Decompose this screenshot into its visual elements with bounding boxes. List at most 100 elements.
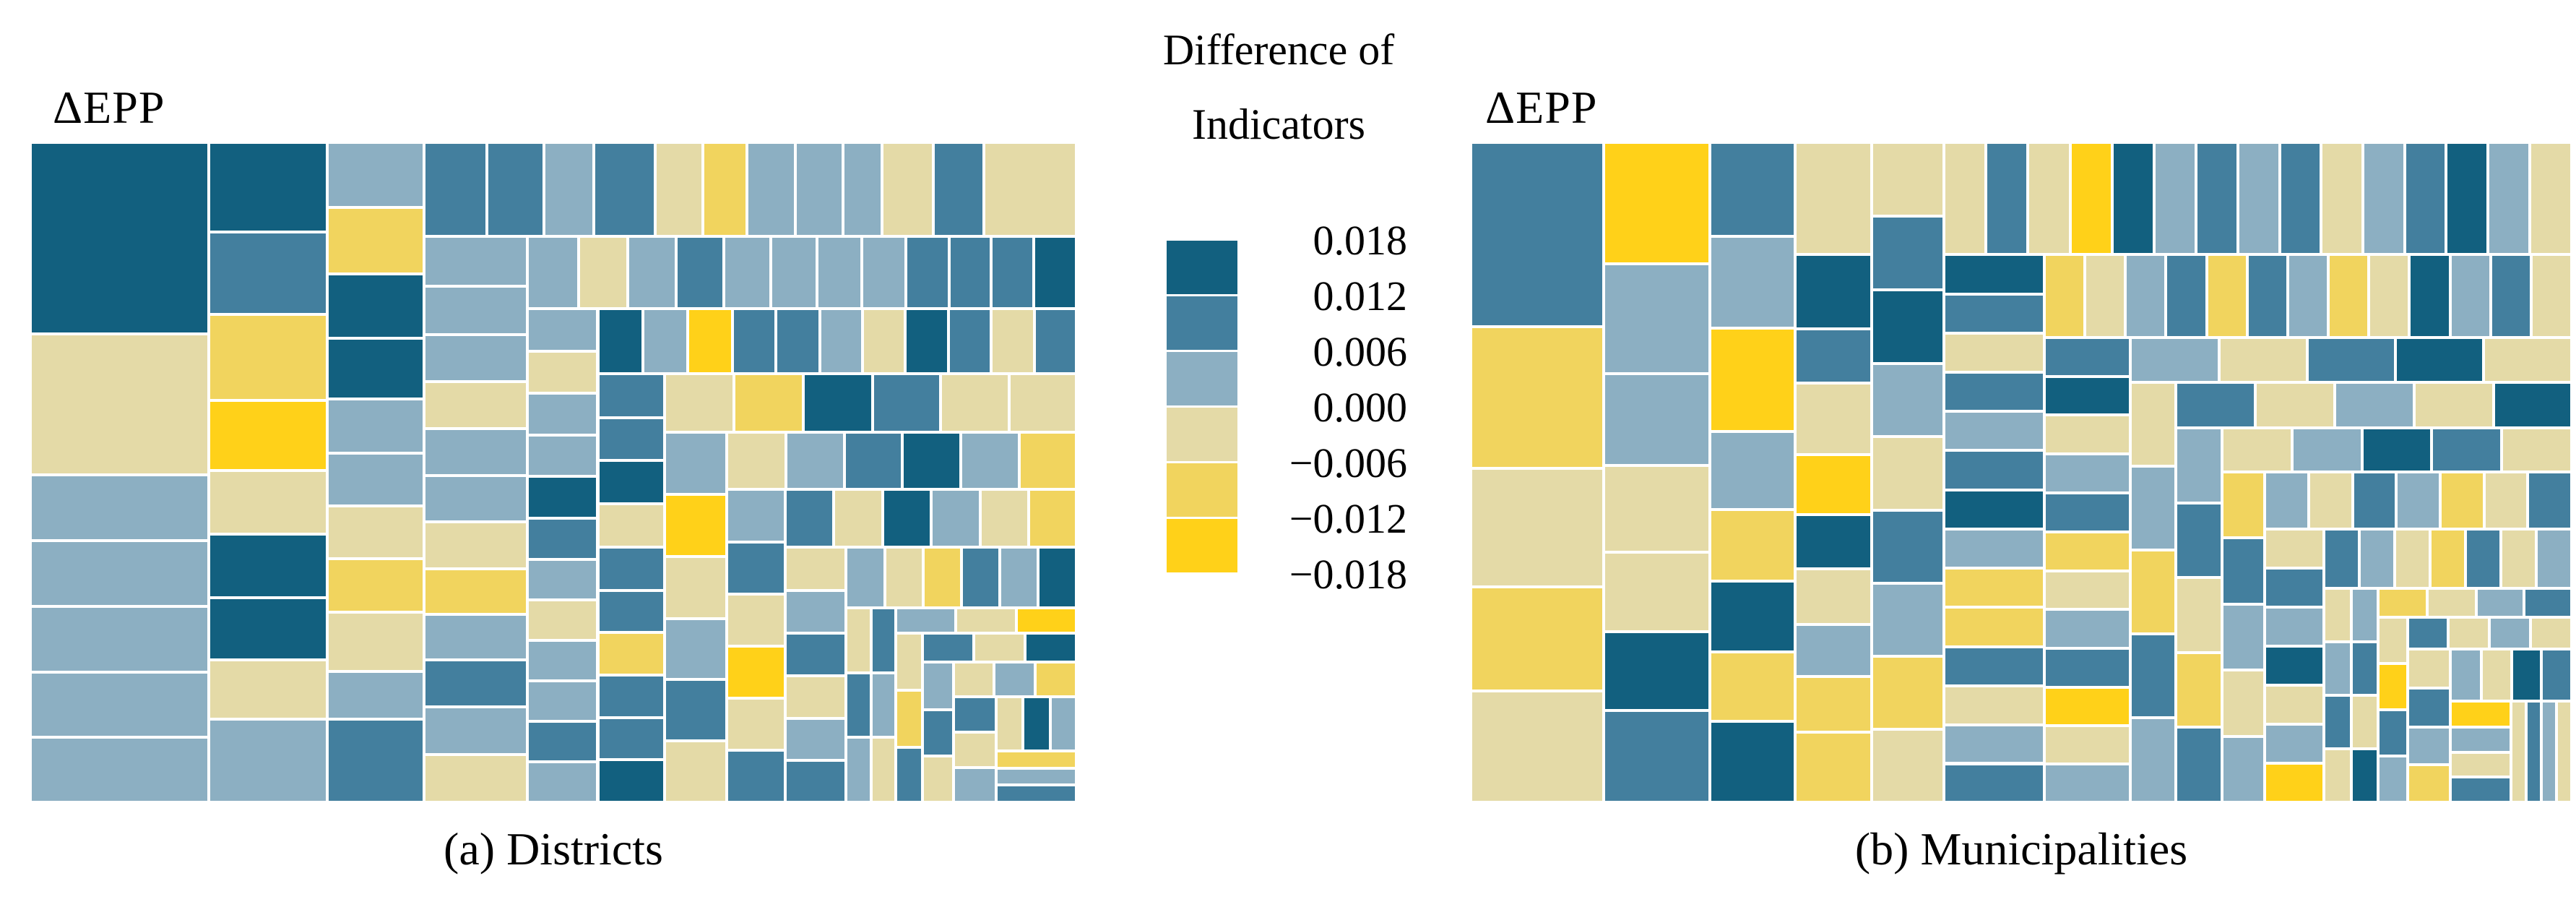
treemap-cell — [1472, 328, 1602, 468]
treemap-cell — [1872, 365, 1942, 436]
treemap-cell — [2322, 144, 2361, 254]
treemap-cell — [529, 641, 597, 679]
treemap-cell — [2529, 473, 2570, 528]
treemap-cell — [2248, 256, 2286, 336]
treemap-cell — [32, 738, 208, 801]
treemap-cell — [787, 592, 845, 632]
treemap-cell — [210, 233, 326, 314]
treemap-cell — [2309, 473, 2351, 528]
treemap-cell — [2353, 697, 2377, 748]
treemap-cell — [1604, 553, 1708, 631]
treemap-cell — [1872, 584, 1942, 655]
treemap-cell — [1945, 413, 2043, 450]
treemap-cell — [2432, 531, 2465, 588]
treemap-cell — [1017, 609, 1075, 632]
treemap-cell — [328, 613, 423, 670]
treemap-cell — [529, 722, 597, 760]
legend-tick: 0.006 — [1313, 328, 1408, 375]
treemap-cell — [1037, 663, 1075, 695]
treemap-cell — [2223, 671, 2264, 735]
treemap-cell — [727, 595, 785, 645]
legend-swatch-bin5 — [1167, 519, 1237, 572]
legend-title-line2: Indicators — [1192, 100, 1365, 149]
treemap-cell — [787, 635, 845, 674]
treemap-cell — [599, 761, 664, 801]
treemap-cell — [2132, 635, 2174, 716]
treemap-cell — [954, 697, 995, 731]
treemap-cell — [1029, 490, 1075, 546]
treemap-cell — [2543, 650, 2570, 700]
treemap-cell — [847, 739, 870, 801]
treemap-cell — [2528, 703, 2541, 801]
treemap-cell — [787, 762, 845, 801]
treemap-cell — [1024, 697, 1049, 750]
treemap-cell — [210, 661, 326, 718]
treemap-cell — [1711, 582, 1794, 651]
treemap-cell — [2408, 618, 2447, 648]
legend-tick-labels: 0.018 0.012 0.006 0.000 −0.006 −0.012 −0.018 — [1185, 0, 1407, 902]
treemap-cell — [2408, 689, 2450, 726]
treemap-cell — [804, 374, 871, 431]
treemap-cell — [1026, 635, 1075, 661]
treemap-cell — [425, 335, 527, 380]
treemap-cell — [210, 472, 326, 533]
treemap-cell — [954, 734, 995, 767]
treemap-cell — [981, 490, 1027, 546]
treemap-cell — [599, 676, 664, 716]
treemap-cell — [727, 490, 785, 541]
treemap-cell — [2502, 531, 2535, 588]
treemap-cell — [772, 238, 816, 307]
treemap-cell — [1711, 510, 1794, 580]
treemap-cell — [2532, 256, 2570, 336]
treemap-cell — [896, 609, 955, 632]
treemap-cell — [2325, 590, 2351, 641]
treemap-cell — [2361, 531, 2394, 588]
treemap-cell — [2266, 609, 2323, 645]
legend-title-line1: Difference of — [1162, 26, 1395, 74]
treemap-cell — [942, 374, 1008, 431]
treemap-cell — [2177, 504, 2221, 577]
treemap-cell — [529, 437, 597, 476]
treemap-cell — [1945, 295, 2043, 332]
treemap-cell — [883, 144, 933, 236]
treemap-cell — [787, 676, 845, 717]
treemap-cell — [2447, 144, 2487, 254]
treemap-cell — [725, 238, 770, 307]
legend-title: Difference of Indicators — [1112, 13, 1445, 162]
treemap-cell — [2452, 703, 2510, 726]
treemap-cell — [2132, 718, 2174, 801]
treemap-cell — [923, 711, 952, 755]
treemap-cell — [2396, 338, 2482, 382]
treemap-cell — [2155, 144, 2195, 254]
treemap-cell — [2223, 473, 2264, 537]
treemap-cell — [896, 635, 921, 690]
treemap-cell — [727, 543, 785, 593]
treemap-cell — [787, 719, 845, 760]
treemap-cell — [599, 548, 664, 589]
treemap-cell — [666, 557, 725, 617]
treemap-cell — [923, 663, 952, 709]
treemap-cell — [2379, 618, 2406, 662]
treemap-cell — [2220, 338, 2306, 382]
treemap-cell — [328, 455, 423, 505]
treemap-cell — [529, 763, 597, 801]
treemap-cell — [1001, 549, 1037, 607]
treemap-cell — [2353, 643, 2377, 695]
treemap-cell — [1872, 291, 1942, 363]
treemap-cell — [656, 144, 701, 236]
treemap-cell — [925, 549, 961, 607]
treemap-cell — [2429, 590, 2476, 616]
treemap-cell — [1797, 570, 1870, 623]
treemap-cell — [2288, 256, 2328, 336]
treemap-cell — [2045, 727, 2130, 763]
treemap-cell — [2452, 729, 2510, 751]
treemap-cell — [2281, 144, 2320, 254]
treemap-cell — [2441, 473, 2483, 528]
treemap-cell — [997, 697, 1022, 750]
treemap-cell — [949, 309, 990, 372]
treemap-cell — [328, 144, 423, 207]
treemap-cell — [2512, 650, 2541, 700]
treemap-cell — [1945, 609, 2043, 645]
treemap-cell — [1020, 433, 1075, 488]
treemap-cell — [2452, 753, 2510, 776]
